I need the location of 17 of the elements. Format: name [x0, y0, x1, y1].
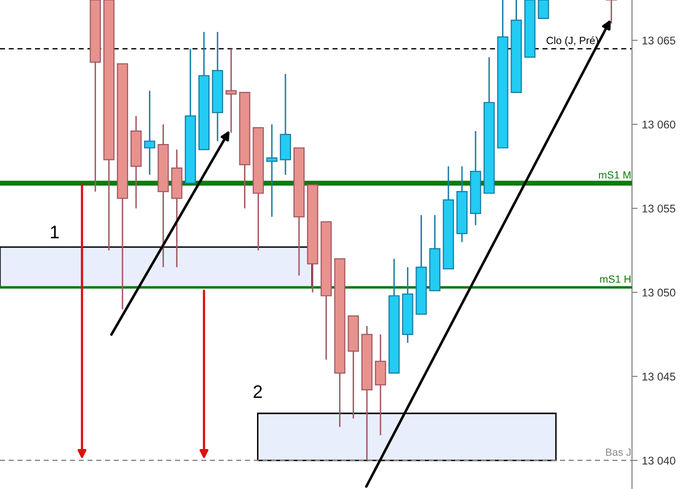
- candlestick: [226, 48, 237, 134]
- candlestick: [606, 0, 617, 24]
- candlestick: [538, 0, 550, 20]
- candlestick: [266, 124, 278, 218]
- y-tick-label: 13 065: [642, 36, 676, 44]
- y-tick-label: 13 050: [642, 288, 676, 297]
- ref-line-label: Bas J: [606, 448, 631, 456]
- band-label: 1: [50, 226, 59, 238]
- y-tick-label: 13 045: [642, 372, 676, 381]
- y-tick-label: 13 040: [642, 456, 676, 465]
- band-label: 2: [254, 385, 262, 398]
- y-tick-label: 13 055: [642, 204, 676, 213]
- ref-line-label: mS1 M: [599, 171, 630, 179]
- candlestick: [374, 334, 386, 436]
- candlestick: [144, 90, 156, 176]
- y-tick-label: 13 060: [642, 120, 676, 128]
- ref-line-label: mS1 H: [600, 275, 630, 283]
